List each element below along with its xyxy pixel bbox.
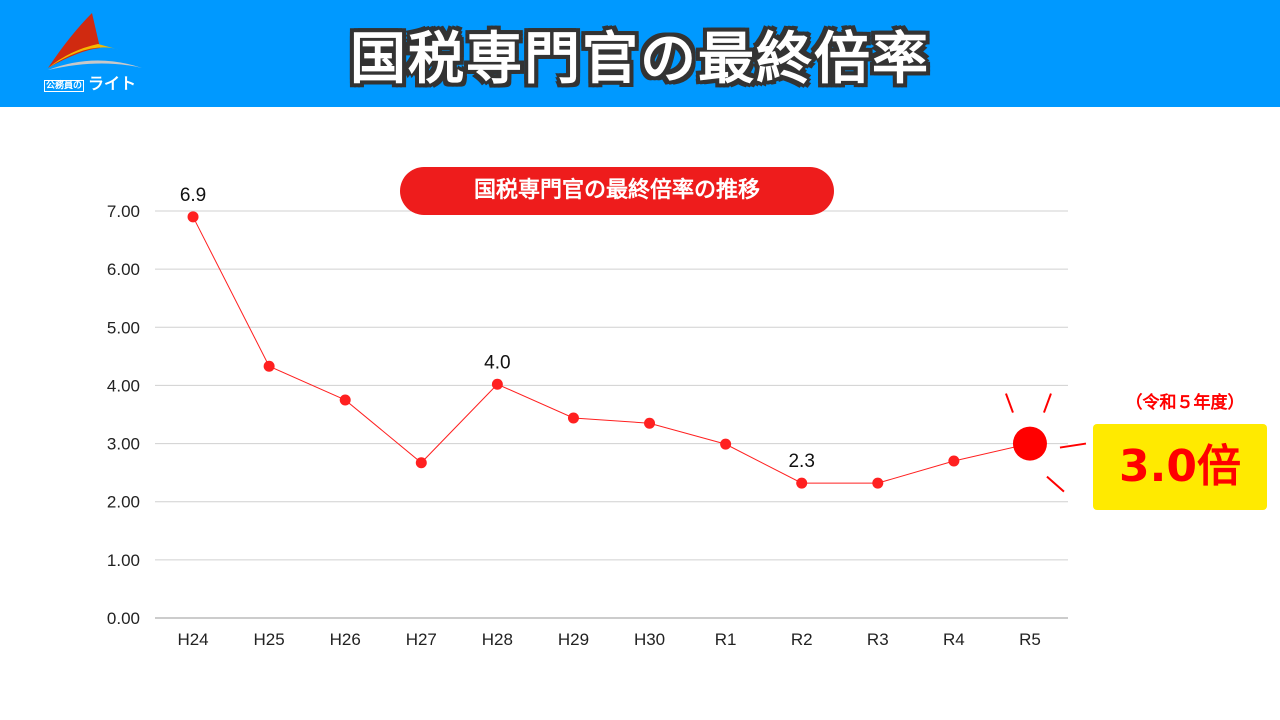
burst-line [1043,393,1052,413]
x-tick-label: R5 [1019,630,1041,649]
burst-line [1005,393,1014,413]
series-line [192,216,1031,484]
y-tick-label: 6.00 [107,260,140,279]
data-point [872,477,884,489]
y-tick-label: 3.00 [107,435,140,454]
data-point [339,394,351,406]
data-point [567,412,579,424]
logo-text: 公務員の ライト [44,70,136,94]
logo-icon [48,13,142,70]
burst-line [1059,442,1087,449]
data-point [187,211,199,223]
data-label: 6.9 [180,185,206,206]
data-point [720,438,732,450]
x-tick-label: H27 [406,630,437,649]
x-tick-label: R1 [715,630,737,649]
x-tick-label: H29 [558,630,589,649]
data-point [263,360,275,372]
chart-title: 国税専門官の最終倍率の推移 [400,167,834,215]
data-label: 4.0 [484,352,510,373]
x-tick-label: H24 [177,630,208,649]
logo-main-text: ライト [88,74,137,93]
era-label: （令和５年度） [1125,393,1245,413]
x-tick-label: H25 [254,630,285,649]
data-point [948,455,960,467]
header-bar [0,0,1280,107]
x-tick-label: R4 [943,630,965,649]
x-tick-label: R2 [791,630,813,649]
y-tick-label: 1.00 [107,551,140,570]
data-point [491,378,503,390]
y-tick-label: 0.00 [107,609,140,628]
y-tick-label: 5.00 [107,318,140,337]
data-point [796,477,808,489]
page-title: 国税専門官の最終倍率 [350,27,930,92]
x-tick-label: H26 [330,630,361,649]
y-tick-label: 2.00 [107,493,140,512]
x-tick-label: H28 [482,630,513,649]
highlight-point [1012,426,1047,461]
data-point [415,457,427,469]
x-tick-label: H30 [634,630,665,649]
x-tick-label: R3 [867,630,889,649]
data-label: 2.3 [788,451,814,472]
burst-line [1046,475,1065,493]
y-tick-label: 4.00 [107,376,140,395]
logo-small-text: 公務員の [44,80,85,92]
ratio-badge: 3.0倍 [1093,424,1267,510]
data-point [644,417,656,429]
y-tick-label: 7.00 [107,202,140,221]
